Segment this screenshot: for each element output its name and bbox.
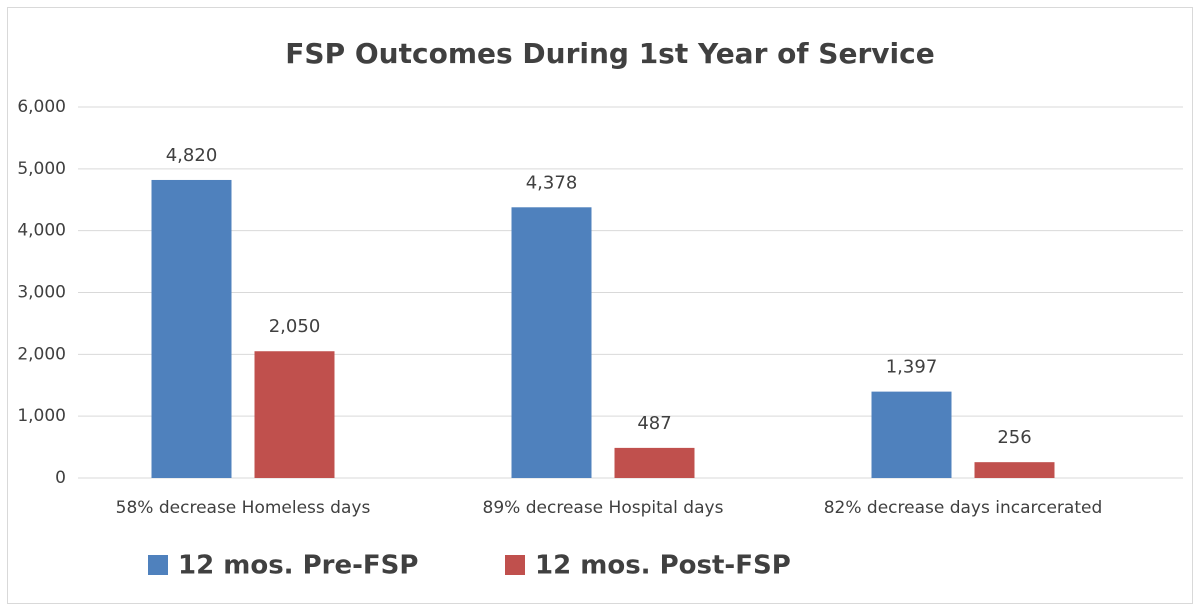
y-tick-label: 0 [55, 468, 66, 488]
chart-title: FSP Outcomes During 1st Year of Service [285, 37, 934, 70]
y-tick-label: 1,000 [17, 406, 66, 426]
data-label: 4,820 [166, 145, 218, 166]
bar [254, 351, 335, 478]
bar [974, 462, 1055, 478]
bar [871, 391, 952, 478]
bar [511, 207, 592, 478]
data-label: 487 [637, 413, 671, 434]
y-tick-label: 5,000 [17, 159, 66, 179]
legend-swatch [505, 555, 525, 575]
y-tick-label: 3,000 [17, 283, 66, 303]
data-label: 1,397 [886, 357, 938, 378]
legend-swatch [148, 555, 168, 575]
x-tick-label: 58% decrease Homeless days [116, 498, 371, 518]
y-tick-label: 6,000 [17, 97, 66, 117]
x-tick-label: 82% decrease days incarcerated [824, 498, 1103, 518]
bar [151, 179, 232, 479]
legend-label: 12 mos. Post-FSP [535, 551, 791, 581]
y-tick-label: 4,000 [17, 221, 66, 241]
y-tick-label: 2,000 [17, 344, 66, 364]
data-label: 256 [997, 427, 1031, 448]
x-tick-label: 89% decrease Hospital days [483, 498, 724, 518]
data-label: 2,050 [269, 316, 321, 337]
legend-label: 12 mos. Pre-FSP [178, 551, 418, 581]
data-label: 4,378 [526, 172, 578, 193]
bar [614, 447, 695, 478]
